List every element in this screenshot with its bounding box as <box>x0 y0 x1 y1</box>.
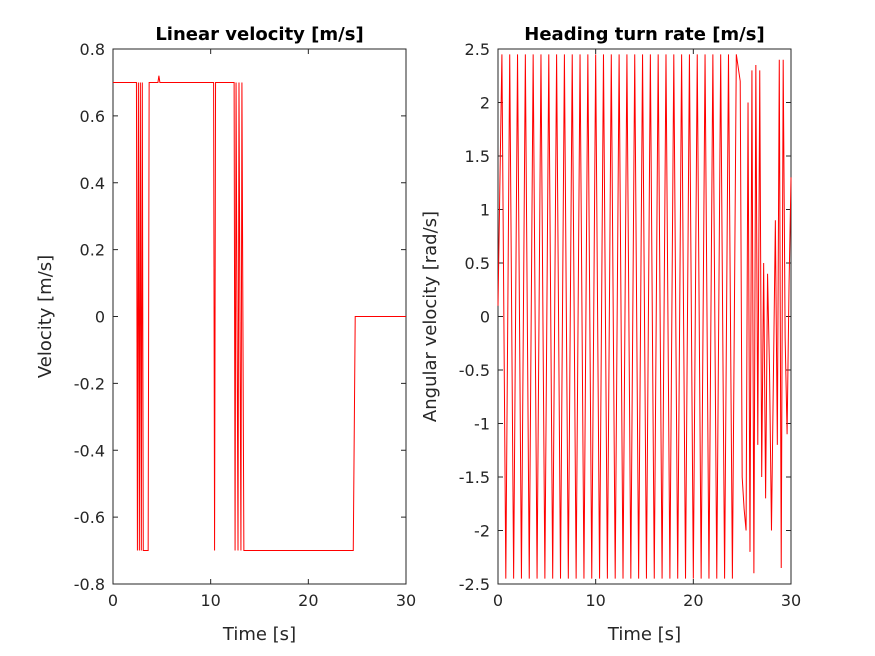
y-tick-label: -0.5 <box>459 361 490 380</box>
y-axis-label: Angular velocity [rad/s] <box>420 211 441 422</box>
y-tick-label: 2 <box>480 94 490 113</box>
chart-title: Linear velocity [m/s] <box>155 24 363 45</box>
y-tick-label: 0 <box>95 308 105 327</box>
y-tick-label: 2.5 <box>465 40 490 59</box>
y-tick-label: 0 <box>480 308 490 327</box>
y-tick-label: -0.4 <box>74 441 105 460</box>
x-tick-label: 0 <box>493 591 503 610</box>
data-line <box>113 75 406 552</box>
y-tick-label: 0.2 <box>80 241 105 260</box>
x-tick-label: 20 <box>298 591 318 610</box>
y-axis-label: Velocity [m/s] <box>35 255 56 378</box>
y-tick-label: 1 <box>480 201 490 220</box>
x-tick-label: 10 <box>200 591 220 610</box>
y-tick-label: 0.4 <box>80 174 105 193</box>
y-tick-label: -2 <box>474 522 490 541</box>
y-tick-label: -0.2 <box>74 374 105 393</box>
y-tick-label: -0.6 <box>74 508 105 527</box>
y-tick-label: -1.5 <box>459 468 490 487</box>
x-tick-label: 10 <box>585 591 605 610</box>
y-tick-label: -2.5 <box>459 575 490 594</box>
y-tick-label: -1 <box>474 415 490 434</box>
x-tick-label: 0 <box>108 591 118 610</box>
y-tick-label: 0.8 <box>80 40 105 59</box>
y-tick-label: -0.8 <box>74 575 105 594</box>
y-tick-label: 0.6 <box>80 107 105 126</box>
x-tick-label: 30 <box>396 591 416 610</box>
chart-title: Heading turn rate [m/s] <box>524 24 764 45</box>
x-tick-label: 30 <box>781 591 801 610</box>
x-tick-label: 20 <box>683 591 703 610</box>
x-axis-label: Time [s] <box>222 624 296 645</box>
data-line <box>497 54 792 579</box>
y-tick-label: 0.5 <box>465 254 490 273</box>
x-axis-label: Time [s] <box>607 624 681 645</box>
y-tick-label: 1.5 <box>465 147 490 166</box>
